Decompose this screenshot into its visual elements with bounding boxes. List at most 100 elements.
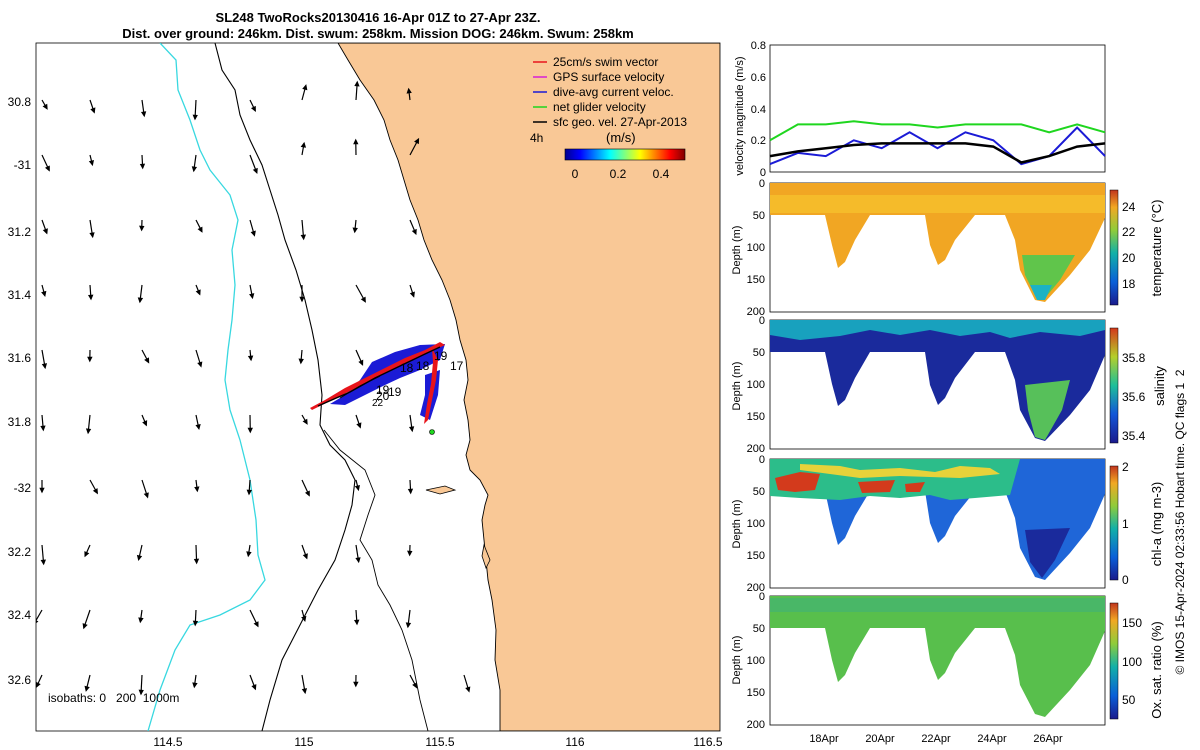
current-arrow-head-21 [300,234,307,241]
current-arrow-head-54 [354,484,360,492]
current-arrow-64 [36,609,43,622]
current-arrow-head-75 [192,682,198,689]
legend-swim-vector: 25cm/s swim vector [553,55,658,69]
current-arrow-head-53 [304,490,310,497]
current-arrow-head-46 [356,422,362,429]
map-cb-tick-2: 0.4 [653,167,670,181]
vel-ytick-1: 0.2 [751,135,766,147]
temperature-colorbar: 24 22 20 18 temperature (°C) [1109,189,1164,306]
salinity-depth-ticks: 0 50 100 150 200 [747,315,765,455]
current-arrow-head-18 [139,225,145,232]
current-arrow-head-3 [192,114,198,121]
current-arrow-head-61 [302,553,308,560]
legend-dive-avg: dive-avg current veloc. [553,85,674,99]
current-arrow-head-79 [412,682,418,689]
sal-dtick-1: 50 [753,347,765,359]
current-arrow-head-7 [406,87,412,94]
current-arrow-head-16 [42,228,48,235]
current-arrow-head-51 [194,486,200,493]
current-arrow-head-11 [191,166,198,173]
sal-cb-tick-0: 35.8 [1122,351,1146,365]
current-arrow-head-59 [193,558,200,565]
current-arrow-head-29 [299,296,305,303]
current-arrow-head-38 [358,359,364,366]
current-arrow-head-62 [355,557,361,564]
footer-credit: © IMOS 15-Apr-2024 02:33:56 Hobart time.… [1173,369,1187,674]
current-arrow-head-65 [82,623,88,630]
oxy-cb-tick-2: 50 [1122,693,1136,707]
track-label-18a: 18 [400,361,414,375]
current-arrow-head-15 [414,137,420,145]
map-legend: 25cm/s swim vector GPS surface velocity … [530,55,687,145]
vel-ytick-4: 0.8 [751,40,766,52]
chla-ylabel: Depth (m) [731,500,743,549]
legend-sfc-geo: sfc geo. vel. 27-Apr-2013 [553,115,687,129]
current-arrow-head-56 [40,559,47,566]
current-arrow-head-42 [142,420,148,427]
date-tick-3: 24Apr [977,733,1007,745]
oxygen-colorbar: 150 100 50 Ox. sat. ratio (%) [1109,602,1164,720]
oxy-cb-tick-0: 150 [1122,616,1142,630]
chla-surface-bloom [775,472,925,493]
date-tick-1: 20Apr [865,733,895,745]
current-arrow-head-57 [84,551,90,558]
current-arrow-head-67 [192,620,199,627]
velocity-line-0 [769,120,1106,142]
island [425,485,457,495]
chla-colorbar: 2 1 0 chl-a (mg m-3) [1109,460,1164,587]
map-xtick-1: 115 [294,735,313,749]
current-arrow-head-69 [301,615,307,622]
current-arrow-head-13 [300,141,307,148]
track-label-20: 20 [376,389,390,403]
current-arrow-head-10 [139,163,146,170]
temperature-ylabel: Depth (m) [731,226,743,275]
glider-track [310,342,445,435]
salinity-ylabel: Depth (m) [731,362,743,411]
map-y-ticks: 30.8 -31 31.2 31.4 31.6 31.8 -32 32.2 32… [8,95,32,687]
current-arrow-head-66 [138,617,144,624]
date-ticks: 18Apr 20Apr 22Apr 24Apr 26Apr [809,733,1063,745]
date-tick-2: 22Apr [921,733,951,745]
current-arrow-head-26 [137,297,144,304]
chla-deep-blue [1025,528,1070,578]
current-arrow-head-9 [88,159,94,167]
current-arrow-head-55 [407,488,414,495]
velocity-panel: 0 0.2 0.4 0.6 0.8 velocity magnitude (m/… [734,40,1106,179]
chla-cb-tick-1: 1 [1122,517,1129,531]
temp-dtick-0: 0 [759,178,765,190]
oxygen-ylabel: Depth (m) [731,636,743,685]
map-colorbar-title: (m/s) [606,130,636,145]
current-arrow-head-49 [92,488,98,495]
oxygen-section [770,596,1105,717]
track-label-19a: 19 [434,349,448,363]
chla-cb-tick-2: 0 [1122,573,1129,587]
isobath-1000m [147,43,266,731]
track-label-18b: 18 [416,359,430,373]
oxygen-surface-band [770,598,1105,612]
salinity-colorbar: 35.8 35.6 35.4 salinity [1109,327,1167,444]
temperature-depth-ticks: 0 50 100 150 200 [747,178,765,318]
current-arrow-head-8 [44,165,50,172]
legend-net-velocity: net glider velocity [553,100,646,114]
current-arrow-head-43 [195,424,201,431]
track-label-22: 22 [372,398,384,409]
isobath-200m [214,43,356,731]
track-day-labels: 19 17 18 18 19 19 20 22 [372,349,464,409]
current-arrow-head-35 [197,361,203,368]
current-arrow-head-4 [250,105,256,113]
current-arrow-head-37 [298,358,304,365]
chla-depth-ticks: 0 50 100 150 200 [747,454,765,594]
figure-title-line2: Dist. over ground: 246km. Dist. swum: 25… [122,26,634,41]
map-ytick-6: -32 [14,481,32,495]
map-xtick-3: 116 [565,735,584,749]
current-arrow-head-19 [197,226,203,233]
temperature-warm-surface [770,195,1105,213]
current-arrow-head-58 [136,554,143,561]
oxygen-depth-ticks: 0 50 100 150 200 [747,591,765,731]
current-arrow-head-77 [301,688,308,695]
current-arrow-head-0 [42,103,48,110]
velocity-series [769,120,1106,166]
oxy-dtick-1: 50 [753,623,765,635]
current-arrow-head-47 [408,426,415,433]
